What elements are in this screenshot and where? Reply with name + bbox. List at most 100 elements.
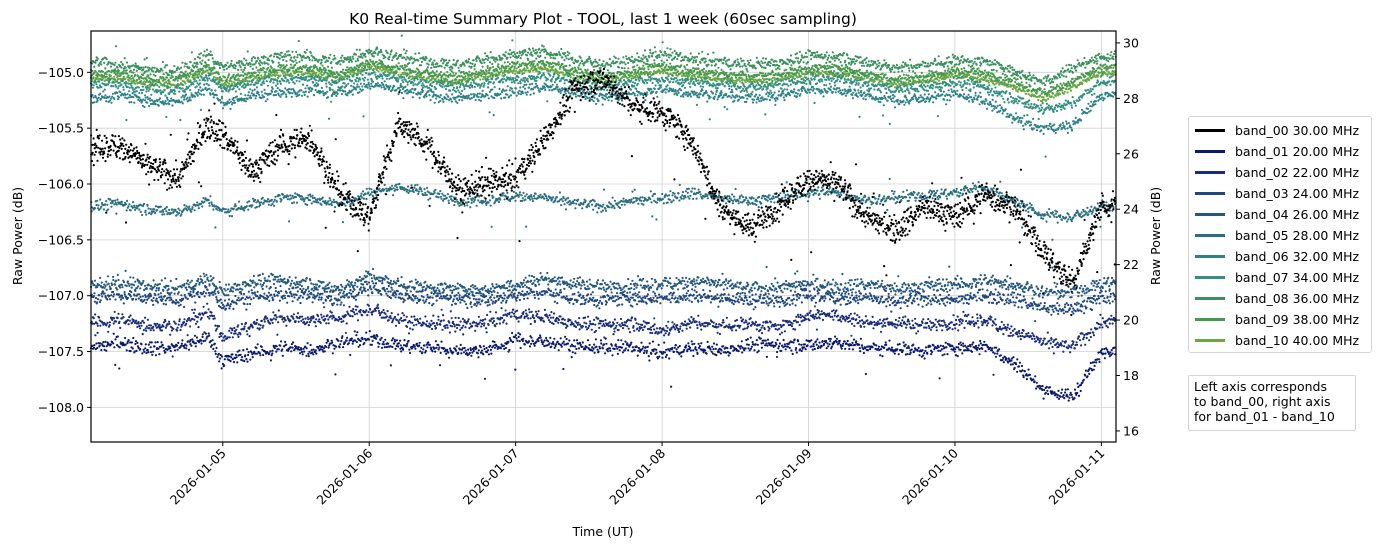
data-point: [829, 60, 832, 64]
data-point: [295, 79, 298, 82]
data-point: [598, 76, 601, 79]
data-point: [837, 58, 841, 61]
data-point: [737, 78, 740, 81]
data-point: [168, 82, 171, 85]
data-point: [330, 66, 334, 69]
data-point: [435, 73, 438, 76]
data-point: [1007, 80, 1010, 83]
data-point: [166, 82, 169, 85]
data-point: [250, 57, 254, 60]
data-point: [381, 77, 384, 80]
data-point: [237, 82, 240, 85]
data-point: [986, 63, 989, 66]
data-point: [262, 80, 265, 83]
data-point: [104, 67, 107, 70]
data-point: [884, 73, 887, 76]
data-point: [348, 60, 351, 64]
data-point: [1004, 76, 1007, 79]
data-point: [763, 61, 767, 64]
data-point: [569, 75, 572, 79]
data-point: [288, 69, 291, 72]
data-point: [561, 71, 564, 74]
data-point: [230, 84, 233, 87]
data-point: [380, 60, 384, 63]
data-point: [592, 75, 595, 78]
data-point: [451, 67, 454, 70]
data-point: [949, 71, 953, 75]
data-point: [257, 57, 260, 60]
data-point: [695, 55, 699, 58]
data-point: [162, 73, 165, 76]
data-point: [564, 55, 567, 58]
data-point: [417, 68, 420, 71]
data-point: [346, 71, 349, 74]
data-point: [701, 50, 704, 53]
data-point: [393, 65, 397, 69]
data-point: [1016, 74, 1020, 77]
data-point: [707, 72, 710, 75]
data-point: [625, 55, 628, 58]
data-point: [552, 65, 555, 68]
data-point: [225, 67, 228, 70]
data-point: [877, 73, 880, 77]
data-point: [213, 80, 216, 84]
data-point: [266, 57, 270, 60]
data-point: [358, 48, 361, 52]
data-point: [230, 62, 233, 65]
data-point: [114, 68, 117, 71]
data-point: [810, 58, 813, 61]
data-point: [167, 78, 170, 81]
data-point: [361, 52, 364, 55]
data-point: [489, 66, 492, 69]
data-point: [619, 71, 623, 74]
data-point: [501, 57, 504, 60]
data-point: [282, 74, 285, 78]
data-point: [307, 72, 310, 75]
data-point: [116, 87, 119, 90]
data-point: [1016, 90, 1020, 93]
data-point: [704, 60, 707, 63]
data-point: [641, 67, 644, 70]
data-point: [113, 78, 117, 81]
data-point: [1048, 78, 1052, 81]
data-point: [264, 76, 267, 79]
data-point: [134, 82, 137, 85]
data-point: [855, 59, 858, 62]
data-point: [825, 61, 828, 64]
data-point: [276, 71, 279, 74]
data-point: [374, 52, 377, 55]
data-point: [108, 70, 111, 73]
data-point: [1081, 82, 1084, 86]
data-point: [510, 70, 513, 73]
data-point: [309, 51, 312, 54]
data-point: [176, 86, 179, 89]
data-point: [119, 74, 122, 77]
data-point: [277, 61, 280, 64]
data-point: [1028, 71, 1031, 74]
data-point: [417, 52, 421, 55]
data-point: [751, 90, 754, 93]
data-point: [748, 61, 751, 64]
data-point: [262, 67, 266, 70]
data-point: [849, 57, 852, 61]
data-point: [389, 53, 392, 56]
data-point: [1071, 77, 1074, 80]
data-point: [464, 75, 467, 78]
data-point: [847, 57, 850, 60]
data-point: [503, 61, 506, 64]
data-point: [343, 82, 346, 85]
data-point: [714, 63, 718, 66]
data-point: [116, 66, 119, 69]
data-point: [236, 85, 239, 89]
data-point: [412, 84, 415, 87]
data-point: [393, 72, 396, 75]
data-point: [602, 60, 605, 63]
data-point: [1039, 87, 1042, 90]
data-point: [479, 78, 482, 81]
data-point: [536, 63, 539, 66]
data-point: [93, 65, 96, 68]
data-point: [594, 58, 597, 61]
data-point: [797, 72, 801, 75]
data-point: [988, 77, 991, 80]
data-point: [120, 66, 123, 69]
